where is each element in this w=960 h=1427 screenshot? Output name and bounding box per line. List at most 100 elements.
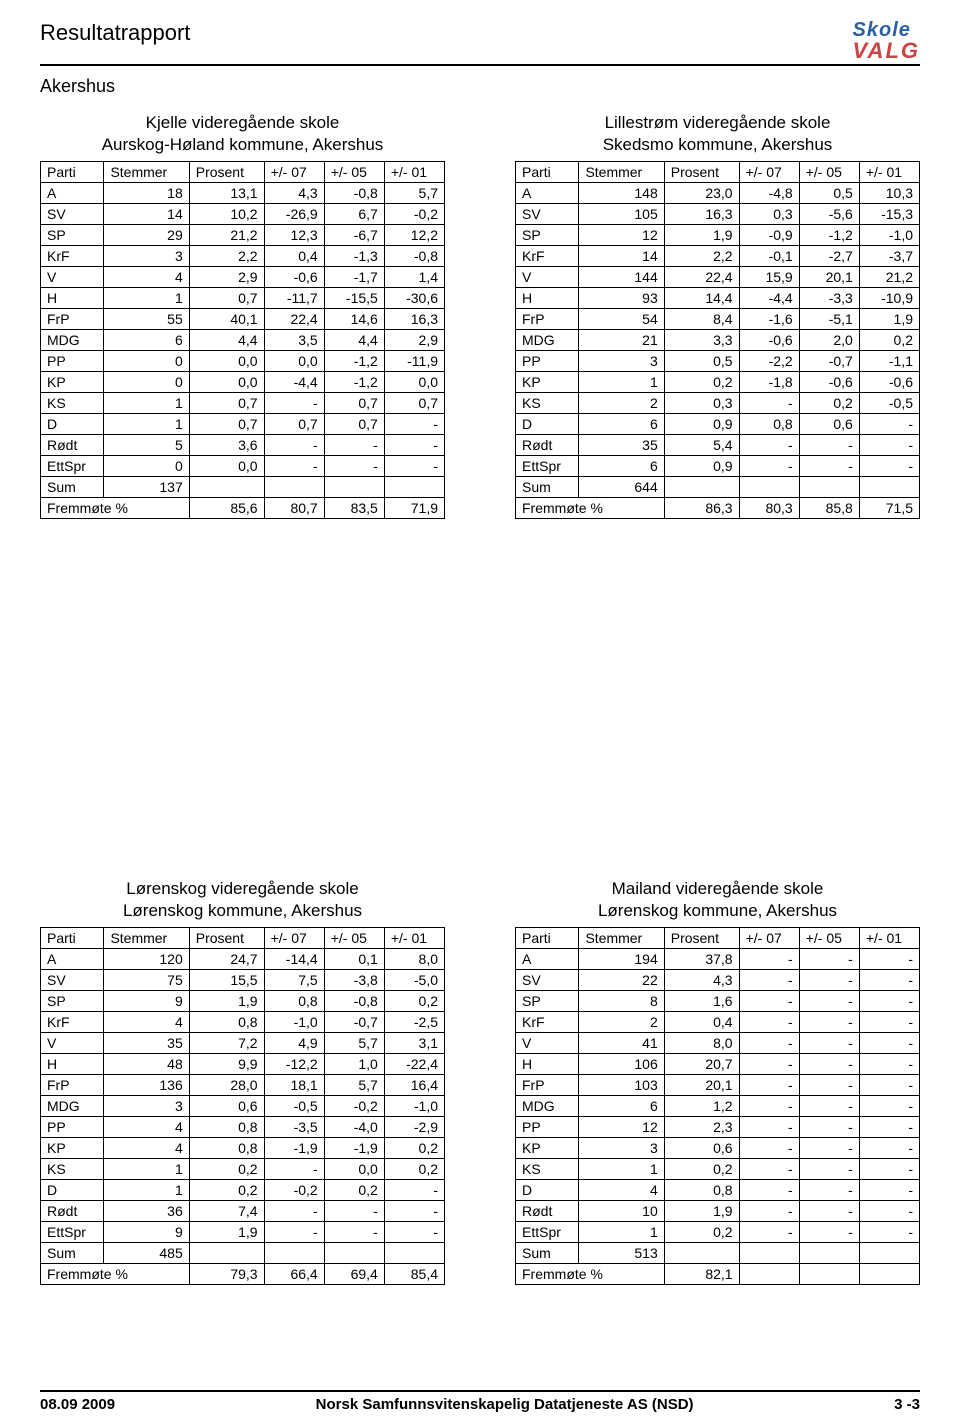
table-cell: - (859, 1159, 919, 1180)
table-cell: H (516, 288, 579, 309)
table-cell: A (516, 183, 579, 204)
table-cell: 3 (104, 246, 189, 267)
fremmote-row: Fremmøte %82,1 (516, 1264, 920, 1285)
table-cell: 10,2 (189, 204, 264, 225)
sum-label: Sum (516, 477, 579, 498)
table-cell: 0,2 (189, 1159, 264, 1180)
logo-top: Skole (853, 20, 920, 40)
table-cell: Rødt (41, 1201, 104, 1222)
table-cell: MDG (516, 1096, 579, 1117)
table-row: SV1410,2-26,96,7-0,2 (41, 204, 445, 225)
table-cell: - (859, 991, 919, 1012)
table-subtitle: Lørenskog kommune, Akershus (40, 901, 445, 921)
table-header-row: PartiStemmerProsent+/- 07+/- 05+/- 01 (516, 928, 920, 949)
table-cell: - (384, 435, 444, 456)
table-cell: 0,0 (384, 372, 444, 393)
table-cell: -22,4 (384, 1054, 444, 1075)
table-cell: 14,6 (324, 309, 384, 330)
table-cell: 12,3 (264, 225, 324, 246)
fremmote-row: Fremmøte %86,380,385,871,5 (516, 498, 920, 519)
table-cell: 22,4 (664, 267, 739, 288)
table-cell: 1 (579, 1222, 664, 1243)
table-cell: 0,0 (264, 351, 324, 372)
table-cell: - (799, 1138, 859, 1159)
table-cell: - (799, 1033, 859, 1054)
table-cell: 15,5 (189, 970, 264, 991)
table-header-cell: +/- 05 (799, 928, 859, 949)
table-cell: 0,9 (664, 456, 739, 477)
table-cell: - (859, 435, 919, 456)
table-cell: 23,0 (664, 183, 739, 204)
table-row: PP30,5-2,2-0,7-1,1 (516, 351, 920, 372)
table-cell: 10 (579, 1201, 664, 1222)
table-cell: 9 (104, 1222, 189, 1243)
fremmote-label: Fremmøte % (516, 1264, 665, 1285)
table-cell: -4,8 (739, 183, 799, 204)
table-cell: 2 (579, 393, 664, 414)
table-cell: 0,4 (264, 246, 324, 267)
table-row: A12024,7-14,40,18,0 (41, 949, 445, 970)
empty-cell (324, 477, 384, 498)
table-cell: D (41, 414, 104, 435)
table-row: V357,24,95,73,1 (41, 1033, 445, 1054)
table-cell: -0,2 (264, 1180, 324, 1201)
table-cell: PP (516, 351, 579, 372)
fremmote-value (739, 1264, 799, 1285)
table-cell: -0,6 (264, 267, 324, 288)
table-cell: -0,7 (324, 1012, 384, 1033)
empty-cell (739, 477, 799, 498)
table-cell: 0,7 (324, 393, 384, 414)
table-cell: -0,1 (739, 246, 799, 267)
table-cell: -0,9 (739, 225, 799, 246)
table-cell: 1 (104, 393, 189, 414)
table-cell: -0,2 (324, 1096, 384, 1117)
table-cell: -3,7 (859, 246, 919, 267)
table-cell: -0,7 (799, 351, 859, 372)
table-cell: 8,0 (664, 1033, 739, 1054)
table-row: KS10,2--- (516, 1159, 920, 1180)
table-cell: V (516, 1033, 579, 1054)
table-cell: 136 (104, 1075, 189, 1096)
fremmote-value: 66,4 (264, 1264, 324, 1285)
table-cell: 1 (104, 288, 189, 309)
table-row: H489,9-12,21,0-22,4 (41, 1054, 445, 1075)
table-row: A1813,14,3-0,85,7 (41, 183, 445, 204)
page-footer: 08.09 2009 Norsk Samfunnsvitenskapelig D… (40, 1390, 920, 1413)
tables-grid: Kjelle videregående skoleAurskog-Høland … (40, 113, 920, 1285)
table-cell: -0,6 (799, 372, 859, 393)
table-cell: - (859, 1117, 919, 1138)
table-cell: 20,1 (664, 1075, 739, 1096)
sum-row: Sum644 (516, 477, 920, 498)
result-table: PartiStemmerProsent+/- 07+/- 05+/- 01A18… (40, 161, 445, 519)
table-cell: - (739, 435, 799, 456)
table-cell: KrF (41, 1012, 104, 1033)
table-cell: V (516, 267, 579, 288)
table-cell: 194 (579, 949, 664, 970)
table-cell: 4,4 (324, 330, 384, 351)
table-cell: 10,3 (859, 183, 919, 204)
table-row: Rødt101,9--- (516, 1201, 920, 1222)
table-cell: 1 (104, 1180, 189, 1201)
table-row: H9314,4-4,4-3,3-10,9 (516, 288, 920, 309)
table-cell: A (516, 949, 579, 970)
table-cell: - (264, 1222, 324, 1243)
table-row: FrP10320,1--- (516, 1075, 920, 1096)
table-cell: 4,4 (189, 330, 264, 351)
table-header-cell: Prosent (189, 162, 264, 183)
fremmote-row: Fremmøte %79,366,469,485,4 (41, 1264, 445, 1285)
table-cell: PP (41, 351, 104, 372)
table-cell: -10,9 (859, 288, 919, 309)
empty-cell (384, 477, 444, 498)
table-header-cell: +/- 07 (264, 162, 324, 183)
table-cell: EttSpr (516, 456, 579, 477)
table-header-row: PartiStemmerProsent+/- 07+/- 05+/- 01 (41, 162, 445, 183)
empty-cell (264, 1243, 324, 1264)
fremmote-value (859, 1264, 919, 1285)
table-cell: -1,2 (324, 372, 384, 393)
table-cell: - (799, 435, 859, 456)
fremmote-value: 82,1 (664, 1264, 739, 1285)
table-cell: -2,9 (384, 1117, 444, 1138)
table-cell: 28,0 (189, 1075, 264, 1096)
table-cell: 6 (579, 1096, 664, 1117)
table-cell: 6 (104, 330, 189, 351)
